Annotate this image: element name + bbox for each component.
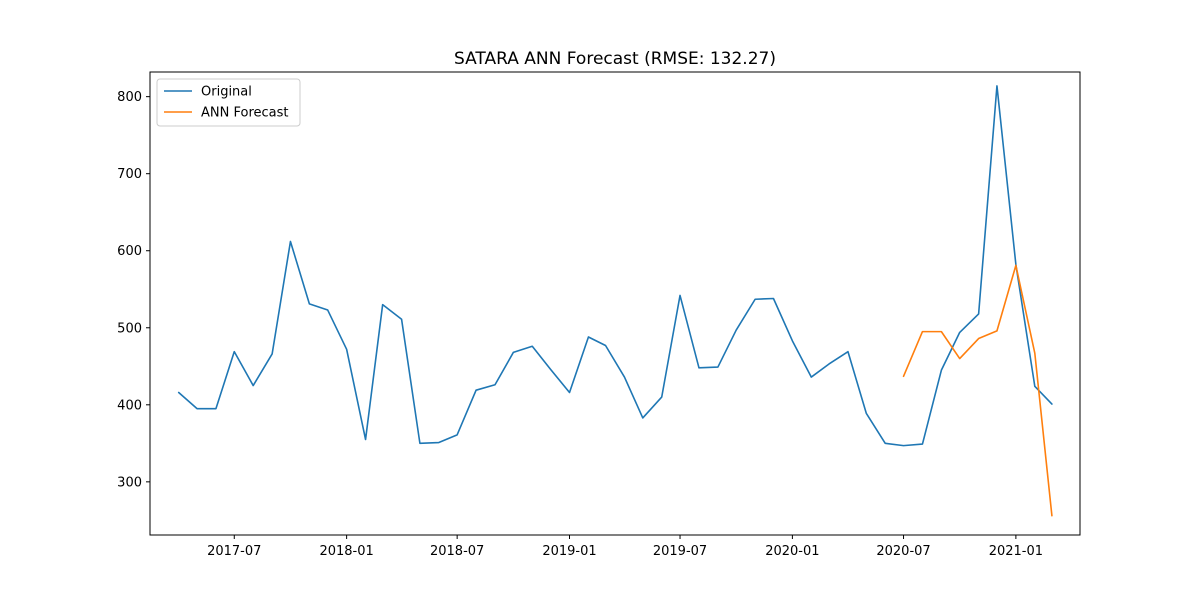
data-point [437,441,440,444]
data-point [308,302,311,305]
y-axis: 300 400 500 600 700 800 [117,90,150,490]
data-point [697,366,700,369]
x-tick-label: 2018-07 [430,544,484,559]
y-tick-label: 400 [117,398,142,413]
data-point [214,407,217,410]
data-point [381,303,384,306]
data-point [716,366,719,369]
data-point [995,329,998,332]
data-point [641,416,644,419]
data-point [846,350,849,353]
data-point [512,351,515,354]
data-point [623,376,626,379]
legend: Original ANN Forecast [156,78,301,127]
data-point [958,331,961,334]
data-point [902,444,905,447]
y-tick-label: 600 [117,244,142,259]
data-point [289,240,292,243]
legend-box [156,78,301,127]
data-point [791,339,794,342]
x-tick-label: 2018-01 [319,544,373,559]
plot-frame [149,71,1081,536]
data-point [754,298,757,301]
data-point [921,330,924,333]
data-point [995,84,998,87]
x-tick-label: 2019-07 [653,544,707,559]
data-point [604,344,607,347]
data-point [494,383,497,386]
x-tick-label: 2020-07 [876,544,930,559]
data-point [977,312,980,315]
data-point [456,433,459,436]
series-layer [177,84,1053,517]
chart-title: SATARA ANN Forecast (RMSE: 132.27) [454,49,776,69]
data-point [977,337,980,340]
data-point [660,396,663,399]
y-tick-label: 500 [117,321,142,336]
data-point [233,350,236,353]
y-tick-label: 700 [117,167,142,182]
data-point [400,318,403,321]
data-point [364,438,367,441]
data-point [326,309,329,312]
data-point [587,336,590,339]
data-point [772,297,775,300]
x-tick-label: 2020-01 [765,544,819,559]
data-point [252,384,255,387]
data-point [345,348,348,351]
data-point [568,391,571,394]
x-tick-label: 2021-01 [989,544,1043,559]
data-point [196,407,199,410]
data-point [828,362,831,365]
y-tick-label: 300 [117,475,142,490]
data-point [679,294,682,297]
x-tick-label: 2019-01 [542,544,596,559]
data-point [940,369,943,372]
data-point [271,352,274,355]
data-point [1014,264,1017,267]
data-point [1050,514,1053,517]
data-point [902,375,905,378]
x-tick-label: 2017-07 [207,544,261,559]
data-point [810,376,813,379]
y-tick-label: 800 [117,90,142,105]
data-point [921,443,924,446]
data-point [735,329,738,332]
data-point [418,442,421,445]
data-point [1033,352,1036,355]
legend-label: ANN Forecast [201,106,288,121]
series-line-ann-forecast [902,264,1053,517]
data-point [958,357,961,360]
data-point [884,442,887,445]
data-point [549,368,552,371]
data-point [531,345,534,348]
data-point [865,412,868,415]
data-point [940,330,943,333]
legend-label: Original [201,85,252,100]
x-axis: 2017-07 2018-01 2018-07 2019-01 2019-07 2020-… [207,535,1043,559]
series-line-original [177,85,1053,447]
data-point [1050,403,1053,406]
data-point [1033,385,1036,388]
data-point [177,391,180,394]
data-point [475,389,478,392]
